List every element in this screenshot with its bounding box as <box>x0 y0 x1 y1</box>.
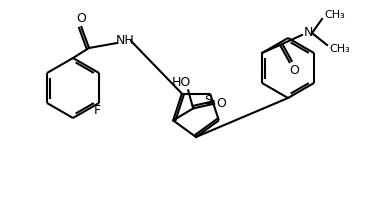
Text: NH: NH <box>116 35 134 48</box>
Text: O: O <box>289 64 299 76</box>
Text: F: F <box>94 103 100 116</box>
Text: S: S <box>204 94 212 107</box>
Text: N: N <box>303 27 313 40</box>
Text: HO: HO <box>172 76 191 89</box>
Text: CH₃: CH₃ <box>324 10 345 20</box>
Text: O: O <box>76 11 86 24</box>
Text: O: O <box>216 97 226 110</box>
Text: CH₃: CH₃ <box>329 44 350 54</box>
